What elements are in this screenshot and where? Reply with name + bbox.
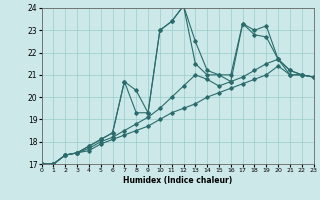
X-axis label: Humidex (Indice chaleur): Humidex (Indice chaleur) bbox=[123, 176, 232, 185]
